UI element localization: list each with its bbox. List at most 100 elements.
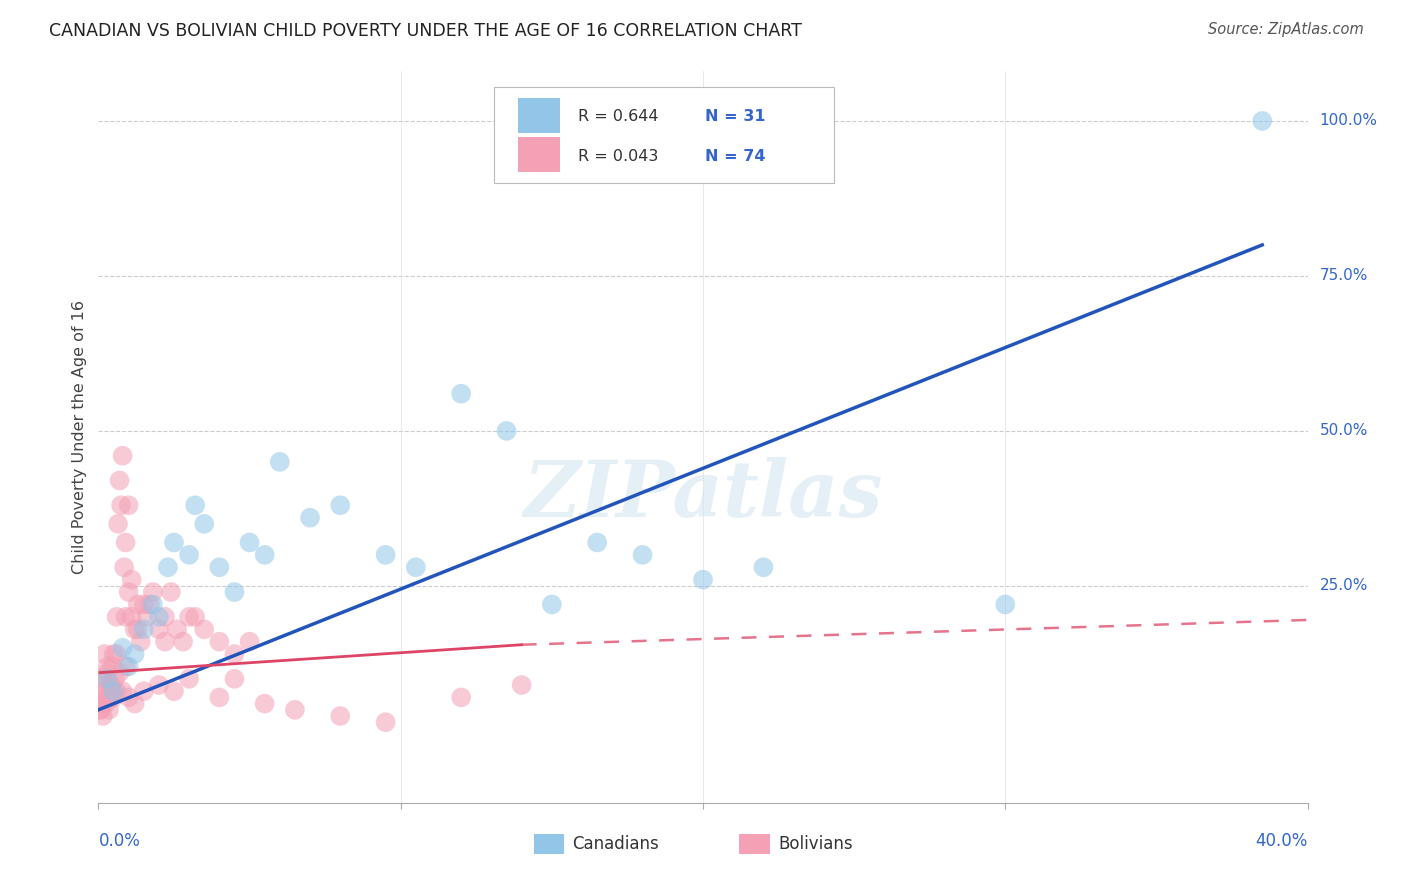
Point	[1251, 114, 1274, 128]
Point	[100, 678, 122, 692]
Text: Canadians: Canadians	[572, 835, 659, 853]
Point	[153, 634, 176, 648]
Point	[179, 672, 201, 686]
Point	[129, 634, 152, 648]
Point	[93, 647, 115, 661]
Point	[101, 659, 124, 673]
Point	[107, 516, 129, 531]
Text: R = 0.043: R = 0.043	[578, 149, 659, 164]
Text: 100.0%: 100.0%	[1320, 113, 1378, 128]
Point	[89, 697, 111, 711]
Point	[96, 672, 118, 686]
Text: ZIPatlas: ZIPatlas	[523, 458, 883, 533]
Point	[100, 690, 122, 705]
Point	[96, 665, 118, 680]
Text: R = 0.644: R = 0.644	[578, 110, 659, 124]
Point	[239, 634, 262, 648]
Point	[118, 585, 141, 599]
Text: 50.0%: 50.0%	[1320, 424, 1368, 438]
Point	[405, 560, 427, 574]
Point	[90, 684, 112, 698]
Point	[111, 640, 134, 655]
Point	[156, 560, 179, 574]
Y-axis label: Child Poverty Under the Age of 16: Child Poverty Under the Age of 16	[72, 300, 87, 574]
Point	[91, 697, 114, 711]
Point	[184, 610, 207, 624]
Point	[98, 703, 121, 717]
Point	[111, 684, 134, 698]
Point	[127, 598, 149, 612]
Point	[124, 622, 146, 636]
Point	[160, 585, 183, 599]
Point	[692, 573, 714, 587]
Point	[153, 610, 176, 624]
Point	[121, 573, 143, 587]
Point	[132, 622, 155, 636]
Point	[114, 610, 136, 624]
Point	[253, 548, 276, 562]
Point	[142, 598, 165, 612]
Point	[135, 610, 157, 624]
Point	[118, 690, 141, 705]
Point	[105, 684, 128, 698]
Point	[284, 703, 307, 717]
Point	[124, 697, 146, 711]
Point	[105, 610, 128, 624]
Point	[450, 386, 472, 401]
Point	[208, 634, 231, 648]
Point	[121, 610, 143, 624]
Point	[299, 510, 322, 524]
Point	[631, 548, 654, 562]
Point	[94, 697, 117, 711]
Point	[96, 659, 118, 673]
Text: CANADIAN VS BOLIVIAN CHILD POVERTY UNDER THE AGE OF 16 CORRELATION CHART: CANADIAN VS BOLIVIAN CHILD POVERTY UNDER…	[49, 22, 801, 40]
Point	[163, 535, 186, 549]
Point	[752, 560, 775, 574]
Point	[239, 535, 262, 549]
Point	[103, 684, 125, 698]
Point	[994, 598, 1017, 612]
Point	[91, 709, 114, 723]
Point	[163, 684, 186, 698]
Point	[124, 647, 146, 661]
Point	[329, 709, 352, 723]
Point	[93, 672, 115, 686]
Point	[329, 498, 352, 512]
Point	[103, 690, 125, 705]
Point	[208, 690, 231, 705]
Point	[89, 703, 111, 717]
Point	[103, 684, 125, 698]
Text: 0.0%: 0.0%	[98, 832, 141, 850]
Point	[103, 647, 125, 661]
Text: Source: ZipAtlas.com: Source: ZipAtlas.com	[1208, 22, 1364, 37]
FancyBboxPatch shape	[534, 833, 564, 854]
FancyBboxPatch shape	[740, 833, 769, 854]
Text: 75.0%: 75.0%	[1320, 268, 1368, 284]
Point	[172, 634, 194, 648]
Point	[586, 535, 609, 549]
Point	[510, 678, 533, 692]
Point	[112, 560, 135, 574]
Point	[96, 684, 118, 698]
Point	[193, 622, 215, 636]
Point	[184, 498, 207, 512]
Text: 40.0%: 40.0%	[1256, 832, 1308, 850]
Point	[111, 449, 134, 463]
Point	[118, 498, 141, 512]
Point	[148, 678, 170, 692]
Text: Bolivians: Bolivians	[778, 835, 852, 853]
Point	[142, 585, 165, 599]
Point	[90, 672, 112, 686]
FancyBboxPatch shape	[494, 87, 834, 183]
Point	[224, 585, 246, 599]
Text: 25.0%: 25.0%	[1320, 578, 1368, 593]
Point	[495, 424, 517, 438]
Point	[179, 610, 201, 624]
Point	[193, 516, 215, 531]
Point	[108, 665, 131, 680]
Point	[450, 690, 472, 705]
Point	[100, 678, 122, 692]
Point	[148, 610, 170, 624]
Point	[208, 560, 231, 574]
Point	[132, 598, 155, 612]
